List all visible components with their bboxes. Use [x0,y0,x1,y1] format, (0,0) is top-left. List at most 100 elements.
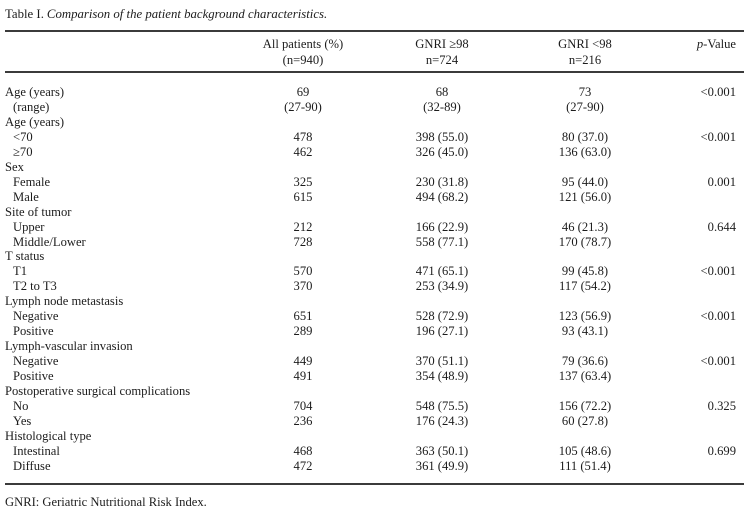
cell-p-value: 0.001 [707,174,736,189]
cell-all-patients [242,384,364,399]
cell-gnri-lt98 [520,205,650,220]
cell-p-value: 0.325 [707,399,736,414]
table-row: Lymph node metastasis [5,294,744,309]
cell-all-patients: 704 [293,399,313,414]
cell-gnri-lt98 [520,249,650,264]
header-all-patients-line2: (n=940) [282,53,324,67]
cell-gnri-lt98: 79 (36.6) [561,354,609,369]
cell-p-value: <0.001 [700,309,736,324]
cell-gnri-ge98: 68 [435,85,449,99]
cell-gnri-lt98: 73 [578,85,592,99]
table-row: Negative 449 370 (51.1) 79 (36.6) <0.001 [5,354,744,369]
cell-gnri-ge98: 370 (51.1) [415,354,469,369]
table-row: Age (years) 69 68 73 <0.001 [5,72,744,100]
cell-gnri-lt98 [520,339,650,354]
cell-all-patients: 462 [293,144,313,159]
cell-p-value: 0.699 [707,443,736,458]
table-row: No 704 548 (75.5) 156 (72.2) 0.325 [5,399,744,414]
header-characteristic [5,31,242,73]
cell-gnri-lt98: 111 (51.4) [559,458,611,473]
cell-gnri-ge98: 363 (50.1) [415,443,469,458]
cell-gnri-ge98: 166 (22.9) [415,219,469,234]
cell-p-value [650,294,744,309]
cell-gnri-ge98 [364,249,520,264]
cell-all-patients: 236 [293,413,313,428]
row-label: Histological type [5,428,92,443]
row-label: Intestinal [13,443,60,458]
cell-p-value [650,190,744,205]
table-row: Postoperative surgical complications [5,384,744,399]
table-row: Positive 289 196 (27.1) 93 (43.1) [5,324,744,339]
cell-p-value [650,429,744,444]
cell-all-patients: 212 [293,219,313,234]
row-label: Age (years) [5,114,65,129]
table-row: Site of tumor [5,205,744,220]
cell-gnri-lt98: 93 (43.1) [561,324,609,339]
table-row: Yes 236 176 (24.3) 60 (27.8) [5,414,744,429]
row-label: T status [5,249,45,264]
cell-all-patients: 728 [293,234,313,249]
cell-all-patients: 325 [293,174,313,189]
cell-gnri-ge98 [364,205,520,220]
cell-gnri-ge98: 494 (68.2) [415,189,469,204]
table-row: Intestinal 468 363 (50.1) 105 (48.6) 0.6… [5,444,744,459]
cell-gnri-ge98: 354 (48.9) [415,369,469,384]
cell-all-patients: 472 [293,458,313,473]
cell-p-value [650,115,744,130]
header-gnri-lt98-line1: GNRI <98 [558,37,612,51]
table-row: <70 478 398 (55.0) 80 (37.0) <0.001 [5,130,744,145]
table-row: Diffuse 472 361 (49.9) 111 (51.4) [5,459,744,484]
table-row: Upper 212 166 (22.9) 46 (21.3) 0.644 [5,220,744,235]
row-label: Positive [13,324,54,339]
cell-gnri-ge98: 196 (27.1) [415,324,469,339]
cell-gnri-ge98: 230 (31.8) [415,174,469,189]
row-label: Female [13,174,51,189]
cell-gnri-lt98: (27-90) [566,99,604,114]
cell-all-patients: 449 [293,354,313,369]
cell-all-patients: 478 [293,129,313,144]
header-all-patients-line1: All patients (%) [262,37,344,51]
row-label: ≥70 [13,144,33,159]
cell-gnri-lt98: 80 (37.0) [561,129,609,144]
table-title: Table I. Comparison of the patient backgr… [5,6,749,23]
cell-gnri-ge98 [364,429,520,444]
cell-all-patients [242,205,364,220]
row-label: Lymph-vascular invasion [5,339,133,354]
row-label: Yes [13,413,32,428]
cell-gnri-ge98 [364,384,520,399]
cell-p-value [650,459,744,484]
cell-gnri-ge98 [364,294,520,309]
table-row: Middle/Lower 728 558 (77.1) 170 (78.7) [5,235,744,250]
table-row: ≥70 462 326 (45.0) 136 (63.0) [5,145,744,160]
table-row: Female 325 230 (31.8) 95 (44.0) 0.001 [5,175,744,190]
table-row: T2 to T3 370 253 (34.9) 117 (54.2) [5,279,744,294]
cell-all-patients [242,339,364,354]
row-label: Age (years) [5,85,65,99]
cell-p-value [650,145,744,160]
cell-gnri-ge98: 361 (49.9) [415,458,469,473]
cell-all-patients [242,115,364,130]
cell-gnri-lt98: 46 (21.3) [561,219,609,234]
cell-gnri-lt98: 95 (44.0) [561,174,609,189]
cell-p-value: <0.001 [700,129,736,144]
cell-gnri-lt98: 136 (63.0) [558,144,612,159]
cell-all-patients [242,429,364,444]
cell-all-patients: 289 [293,324,313,339]
patient-characteristics-table: All patients (%) (n=940) GNRI ≥98 n=724 … [5,30,744,485]
cell-gnri-lt98: 117 (54.2) [559,279,611,294]
row-label: Negative [13,309,59,324]
cell-all-patients: 615 [293,189,313,204]
table-row: T1 570 471 (65.1) 99 (45.8) <0.001 [5,264,744,279]
cell-p-value [650,324,744,339]
table-number: Table I. [5,7,44,21]
cell-gnri-lt98 [520,384,650,399]
cell-p-value [650,235,744,250]
cell-gnri-lt98 [520,115,650,130]
header-gnri-lt98-line2: n=216 [568,53,602,67]
table-row: T status [5,249,744,264]
table-body: Age (years) 69 68 73 <0.001 (range) (27-… [5,72,744,484]
cell-all-patients: 491 [293,369,313,384]
cell-p-value [650,249,744,264]
header-all-patients: All patients (%) (n=940) [242,31,364,73]
